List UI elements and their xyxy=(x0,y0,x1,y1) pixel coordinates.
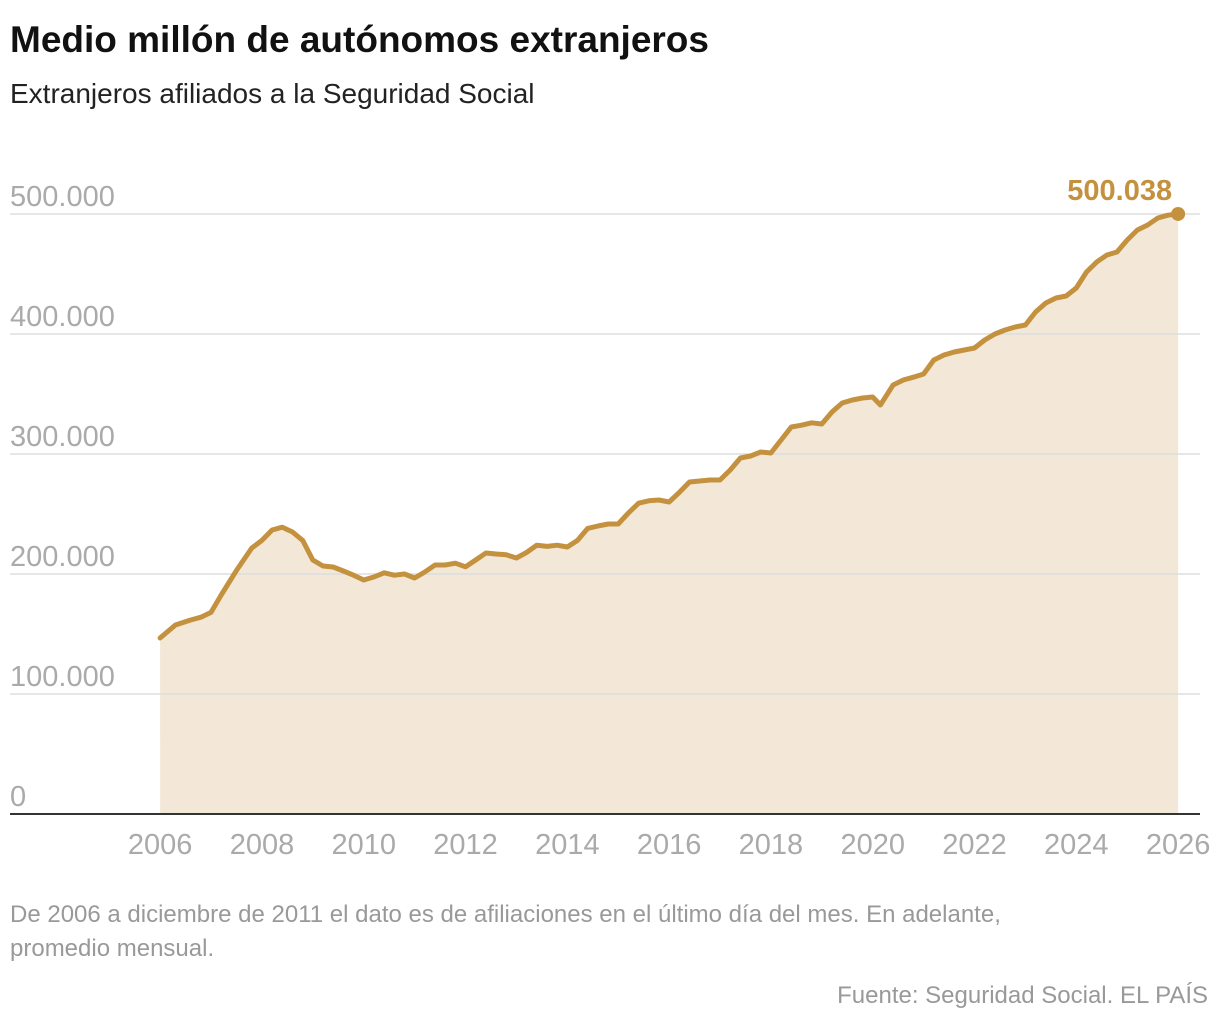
y-tick-label: 0 xyxy=(10,781,26,813)
x-tick-label: 2026 xyxy=(1146,829,1211,861)
line xyxy=(157,211,1181,641)
chart-title: Medio millón de autónomos extranjeros xyxy=(10,19,709,60)
footnote-line: De 2006 a diciembre de 2011 el dato es d… xyxy=(10,901,1001,928)
end-point xyxy=(1171,206,1186,221)
area xyxy=(160,214,1179,814)
chart-subtitle: Extranjeros afiliados a la Seguridad Soc… xyxy=(10,78,535,109)
x-tick-label: 2010 xyxy=(331,829,396,861)
value-label: 500.038 xyxy=(1067,175,1172,207)
x-tick-label: 2020 xyxy=(840,829,905,861)
x-tick-label: 2022 xyxy=(942,829,1007,861)
y-tick-label: 500.000 xyxy=(10,181,115,213)
x-tick-label: 2012 xyxy=(433,829,498,861)
footnote-line: promedio mensual. xyxy=(10,935,214,962)
x-tick-label: 2024 xyxy=(1044,829,1109,861)
source: Fuente: Seguridad Social. EL PAÍS xyxy=(837,982,1208,1009)
y-tick-label: 100.000 xyxy=(10,661,115,693)
x-tick-label: 2014 xyxy=(535,829,600,861)
footnote: De 2006 a diciembre de 2011 el dato es d… xyxy=(10,901,1001,962)
x-tick-label: 2006 xyxy=(128,829,193,861)
x-tick-label: 2018 xyxy=(739,829,804,861)
x-tick-label: 2008 xyxy=(230,829,295,861)
y-tick-label: 300.000 xyxy=(10,421,115,453)
y-tick-label: 400.000 xyxy=(10,301,115,333)
x-tick-label: 2016 xyxy=(637,829,702,861)
y-tick-label: 200.000 xyxy=(10,541,115,573)
